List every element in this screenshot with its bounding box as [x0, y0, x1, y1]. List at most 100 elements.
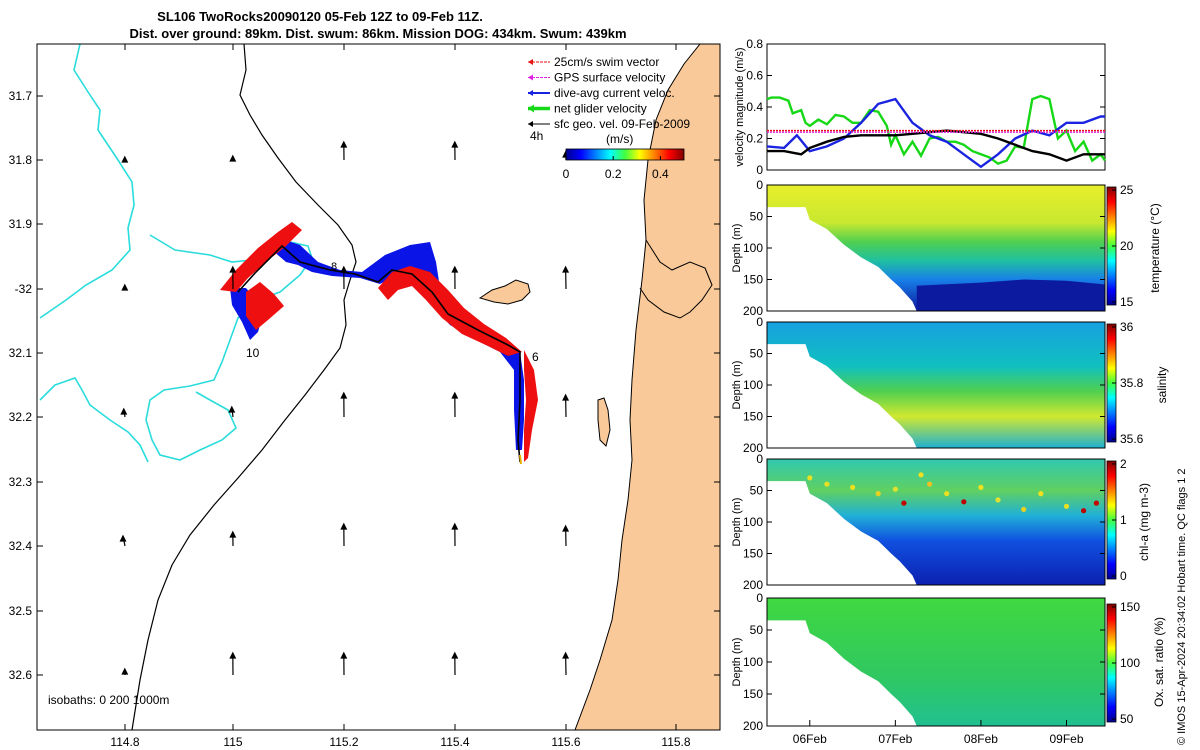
map-x-tick-label: 115.2 — [329, 735, 358, 749]
chl-dot — [1081, 508, 1087, 514]
chl-dot — [850, 484, 856, 490]
chlorophyll-dots — [807, 472, 1099, 514]
geo-velocity-arrow — [451, 265, 459, 290]
chl-dot — [1063, 503, 1070, 509]
map-x-ticks: 114.8 115 115.2 115.4 115.6 115.8 — [110, 44, 691, 749]
chlorophyll-panel: 0 50 100 150 200 Depth (m) 0 1 2 chl-a (mg m-3… — [731, 452, 1151, 592]
depth-y-tick: 50 — [750, 347, 764, 361]
land-island — [478, 279, 531, 305]
salinity-y-ticks: 0 50 100 150 200 — [743, 315, 1105, 455]
temperature-cbar-ticks: 15 20 25 — [1112, 183, 1134, 309]
geo-velocity-arrows — [119, 140, 570, 676]
colorbar-tick: 100 — [1120, 656, 1140, 670]
chl-dot — [961, 499, 967, 505]
chl-dot — [978, 484, 984, 490]
depth-y-tick: 150 — [743, 410, 763, 424]
legend-label: 25cm/s swim vector — [554, 55, 659, 69]
depth-y-tick: 50 — [750, 484, 764, 498]
temperature-ylabel: Depth (m) — [731, 224, 743, 273]
map-y-tick-label: 32.5 — [9, 604, 33, 618]
chl-dot — [918, 472, 924, 478]
chlorophyll-y-ticks: 0 50 100 150 200 — [743, 452, 1105, 592]
geo-velocity-arrow — [451, 651, 459, 676]
depth-y-tick: 100 — [743, 378, 763, 392]
chlorophyll-clabel: chl-a (mg m-3) — [1137, 483, 1151, 561]
time-x-tick: 09Feb — [1049, 732, 1083, 746]
chl-dot — [1021, 506, 1027, 512]
colorbar-unit-label: (m/s) — [606, 132, 633, 146]
colorbar-tick: 36 — [1120, 320, 1134, 334]
map-y-tick-label: 31.7 — [9, 89, 33, 103]
geo-velocity-arrow — [340, 522, 348, 547]
map-y-tick-label: -32 — [15, 282, 33, 296]
chl-dot — [892, 486, 899, 492]
geo-velocity-arrow — [228, 405, 236, 418]
geo-velocity-arrow — [451, 522, 459, 547]
temperature-clabel: temperature (°C) — [1148, 203, 1162, 293]
velocity-frame — [766, 43, 1106, 171]
velocity-ylabel: velocity magnitude (m/s) — [734, 47, 746, 166]
track-current-band — [230, 240, 524, 450]
figure-title-line2: Dist. over ground: 89km. Dist. swum: 86k… — [129, 26, 626, 41]
depth-y-tick: 150 — [743, 273, 763, 287]
geo-velocity-arrow — [229, 530, 237, 547]
salinity-field — [767, 322, 1105, 448]
map-panel: 114.8 115 115.2 115.4 115.6 115.8 31.731.831.… — [9, 43, 721, 749]
track-swim-band — [220, 222, 538, 462]
speed-colorbar-tick: 0.2 — [605, 167, 622, 181]
depth-y-tick: 150 — [743, 547, 763, 561]
chl-dot — [807, 475, 813, 481]
map-y-tick-label: 32.6 — [9, 668, 33, 682]
colorbar-tick: 15 — [1120, 295, 1134, 309]
track-label-10: 10 — [246, 346, 260, 360]
chl-dot — [1093, 500, 1099, 506]
geo-velocity-arrow — [119, 534, 127, 547]
colorbar-tick: 35.6 — [1120, 432, 1144, 446]
geo-velocity-arrow — [340, 265, 348, 290]
track-label-8: 8 — [331, 261, 337, 273]
temperature-field — [767, 185, 1105, 311]
legend-entry: sfc geo. vel. 09-Feb-2009 — [528, 117, 690, 131]
chl-dot — [1038, 491, 1044, 497]
geo-velocity-arrow — [121, 155, 129, 163]
velocity-series-line — [766, 97, 1105, 169]
speed-colorbar-ticks: 0 0.2 0.4 — [563, 156, 669, 181]
geo-velocity-arrow — [121, 283, 129, 291]
velocity-series-line — [766, 94, 1106, 166]
salinity-panel: 0 50 100 150 200 Depth (m) 35.6 35.8 36 salini… — [731, 315, 1169, 455]
chl-dot — [927, 481, 933, 487]
salinity-cbar-ticks: 35.6 35.8 36 — [1112, 320, 1144, 446]
isobath-label: isobaths: 0 200 1000m — [48, 693, 169, 707]
map-y-tick-label: 32.2 — [9, 410, 33, 424]
geo-velocity-arrow — [451, 140, 459, 161]
chlorophyll-cbar-ticks: 0 1 2 — [1112, 457, 1127, 583]
colorbar-tick: 20 — [1120, 239, 1134, 253]
map-y-tick-label: 32.3 — [9, 475, 33, 489]
map-x-tick-label: 115.8 — [661, 735, 690, 749]
coastline — [639, 239, 713, 319]
map-x-tick-label: 114.8 — [110, 735, 139, 749]
depth-y-tick: 100 — [743, 515, 763, 529]
legend-label: GPS surface velocity — [554, 71, 665, 85]
geo-velocity-arrow — [121, 667, 129, 676]
depth-y-tick: 150 — [743, 687, 763, 701]
chl-dot — [995, 497, 1001, 503]
chl-dot — [875, 491, 881, 497]
depth-y-tick: 200 — [743, 304, 763, 318]
map-x-tick-label: 115.6 — [551, 735, 580, 749]
map-legend: 25cm/s swim vector GPS surface velocitydi… — [528, 55, 690, 131]
oxygen-clabel: Ox. sat. ratio (%) — [1152, 617, 1166, 707]
land-mainland — [574, 44, 720, 730]
colorbar-tick: 2 — [1120, 457, 1127, 471]
velocity-y-tick: 0.2 — [746, 132, 763, 146]
velocity-y-ticks: 0 0.2 0.4 0.6 0.8 — [746, 37, 1105, 177]
glider-track-line — [237, 244, 521, 463]
temperature-y-ticks: 0 50 100 150 200 — [743, 178, 1105, 318]
legend-entry: 25cm/s swim vector — [528, 55, 659, 69]
chl-dot — [824, 481, 830, 487]
time-x-tick: 08Feb — [964, 732, 998, 746]
track-label-6: 6 — [532, 350, 539, 364]
velocity-panel: 0 0.2 0.4 0.6 0.8 velocity magnitude (m/s) — [734, 37, 1106, 177]
legend-label: sfc geo. vel. 09-Feb-2009 — [554, 117, 690, 131]
colorbar-tick: 25 — [1120, 183, 1134, 197]
